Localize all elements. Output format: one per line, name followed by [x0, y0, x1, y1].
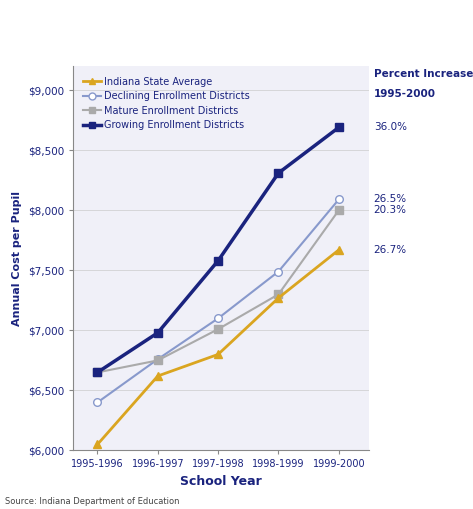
- Text: Source: Indiana Department of Education: Source: Indiana Department of Education: [5, 497, 179, 506]
- Text: 20.3%: 20.3%: [374, 205, 407, 215]
- Text: 26.5%: 26.5%: [374, 194, 407, 205]
- Text: 36.0%: 36.0%: [374, 123, 407, 132]
- Text: Percent Increase: Percent Increase: [374, 69, 473, 79]
- Text: 26.7%: 26.7%: [374, 245, 407, 255]
- Y-axis label: Annual Cost per Pupil: Annual Cost per Pupil: [12, 191, 23, 326]
- Text: Grades K-12 Public Schools: Grades K-12 Public Schools: [6, 37, 196, 50]
- X-axis label: School Year: School Year: [180, 475, 262, 488]
- Legend: Indiana State Average, Declining Enrollment Districts, Mature Enrollment Distric: Indiana State Average, Declining Enrollm…: [81, 75, 252, 132]
- Text: Figure 2: Expense per Pupil: Figure 2: Expense per Pupil: [6, 9, 212, 22]
- Text: 1995-2000: 1995-2000: [374, 89, 436, 99]
